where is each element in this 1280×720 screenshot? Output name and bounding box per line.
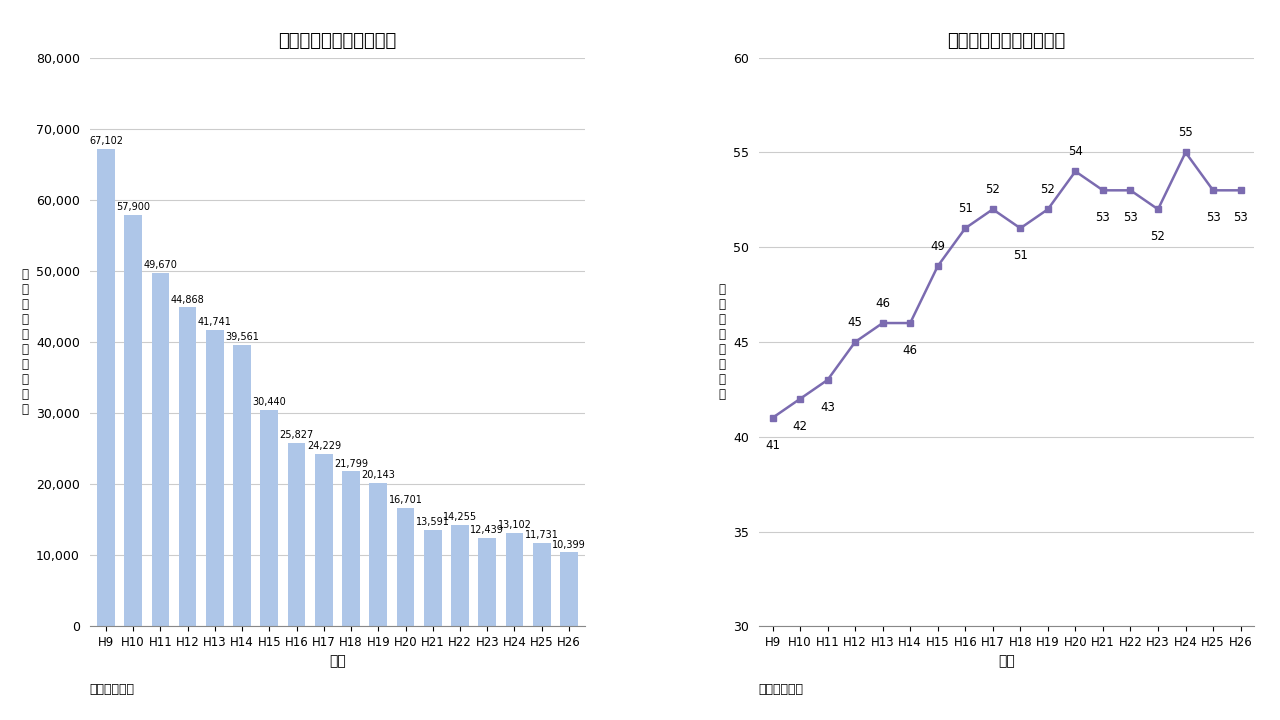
Text: 43: 43 <box>820 401 835 414</box>
Text: 57,900: 57,900 <box>116 202 150 212</box>
Text: 13,591: 13,591 <box>416 517 449 527</box>
Bar <box>370 483 387 626</box>
Bar <box>479 538 497 626</box>
Text: 41: 41 <box>765 438 780 451</box>
Text: 11,731: 11,731 <box>525 530 558 540</box>
Text: 12,439: 12,439 <box>470 525 504 535</box>
Text: 46: 46 <box>876 297 890 310</box>
Y-axis label: 再
生
利
用
率
（
％
）: 再 生 利 用 率 （ ％ ） <box>718 283 726 401</box>
Text: 13,102: 13,102 <box>498 521 531 531</box>
Text: 49: 49 <box>931 240 945 253</box>
Text: 53: 53 <box>1123 211 1138 224</box>
Text: 42: 42 <box>792 420 808 433</box>
Title: 産業廃棄物の再生利用率: 産業廃棄物の再生利用率 <box>947 32 1066 50</box>
Title: 産業廃棄物の最終処分量: 産業廃棄物の最終処分量 <box>278 32 397 50</box>
Text: 54: 54 <box>1068 145 1083 158</box>
Bar <box>233 345 251 626</box>
Bar <box>151 274 169 626</box>
Bar <box>97 149 115 626</box>
Text: 16,701: 16,701 <box>389 495 422 505</box>
Text: 出典：環境省: 出典：環境省 <box>759 683 804 696</box>
Text: 出典：環境省: 出典：環境省 <box>90 683 134 696</box>
Bar <box>179 307 197 626</box>
Text: 52: 52 <box>1041 183 1055 196</box>
X-axis label: 年度: 年度 <box>998 654 1015 669</box>
Text: 20,143: 20,143 <box>361 470 396 480</box>
Bar <box>561 552 577 626</box>
Text: 53: 53 <box>1096 211 1110 224</box>
Text: 52: 52 <box>1151 230 1166 243</box>
Text: 25,827: 25,827 <box>279 430 314 440</box>
Text: 53: 53 <box>1233 211 1248 224</box>
Text: 53: 53 <box>1206 211 1220 224</box>
Text: 45: 45 <box>847 316 863 329</box>
Bar <box>342 472 360 626</box>
Text: 52: 52 <box>986 183 1000 196</box>
Text: 41,741: 41,741 <box>198 317 232 327</box>
Bar <box>206 330 224 626</box>
Text: 55: 55 <box>1178 126 1193 139</box>
Text: 49,670: 49,670 <box>143 261 178 271</box>
Bar <box>451 525 468 626</box>
Bar <box>315 454 333 626</box>
Text: 24,229: 24,229 <box>307 441 340 451</box>
Text: 10,399: 10,399 <box>552 539 586 549</box>
Text: 30,440: 30,440 <box>252 397 287 407</box>
Bar <box>397 508 415 626</box>
Text: 51: 51 <box>957 202 973 215</box>
Bar <box>424 530 442 626</box>
Bar <box>124 215 142 626</box>
Text: 44,868: 44,868 <box>170 294 205 305</box>
Y-axis label: 最
終
処
分
量
（
千
ト
ン
）: 最 終 処 分 量 （ 千 ト ン ） <box>22 268 28 416</box>
Text: 39,561: 39,561 <box>225 332 259 342</box>
Bar <box>261 410 278 626</box>
Bar <box>506 534 524 626</box>
Bar <box>532 543 550 626</box>
Bar <box>288 443 306 626</box>
Text: 51: 51 <box>1012 249 1028 262</box>
X-axis label: 年度: 年度 <box>329 654 346 669</box>
Text: 67,102: 67,102 <box>88 137 123 146</box>
Text: 21,799: 21,799 <box>334 459 369 469</box>
Text: 46: 46 <box>902 344 918 357</box>
Text: 14,255: 14,255 <box>443 512 477 522</box>
